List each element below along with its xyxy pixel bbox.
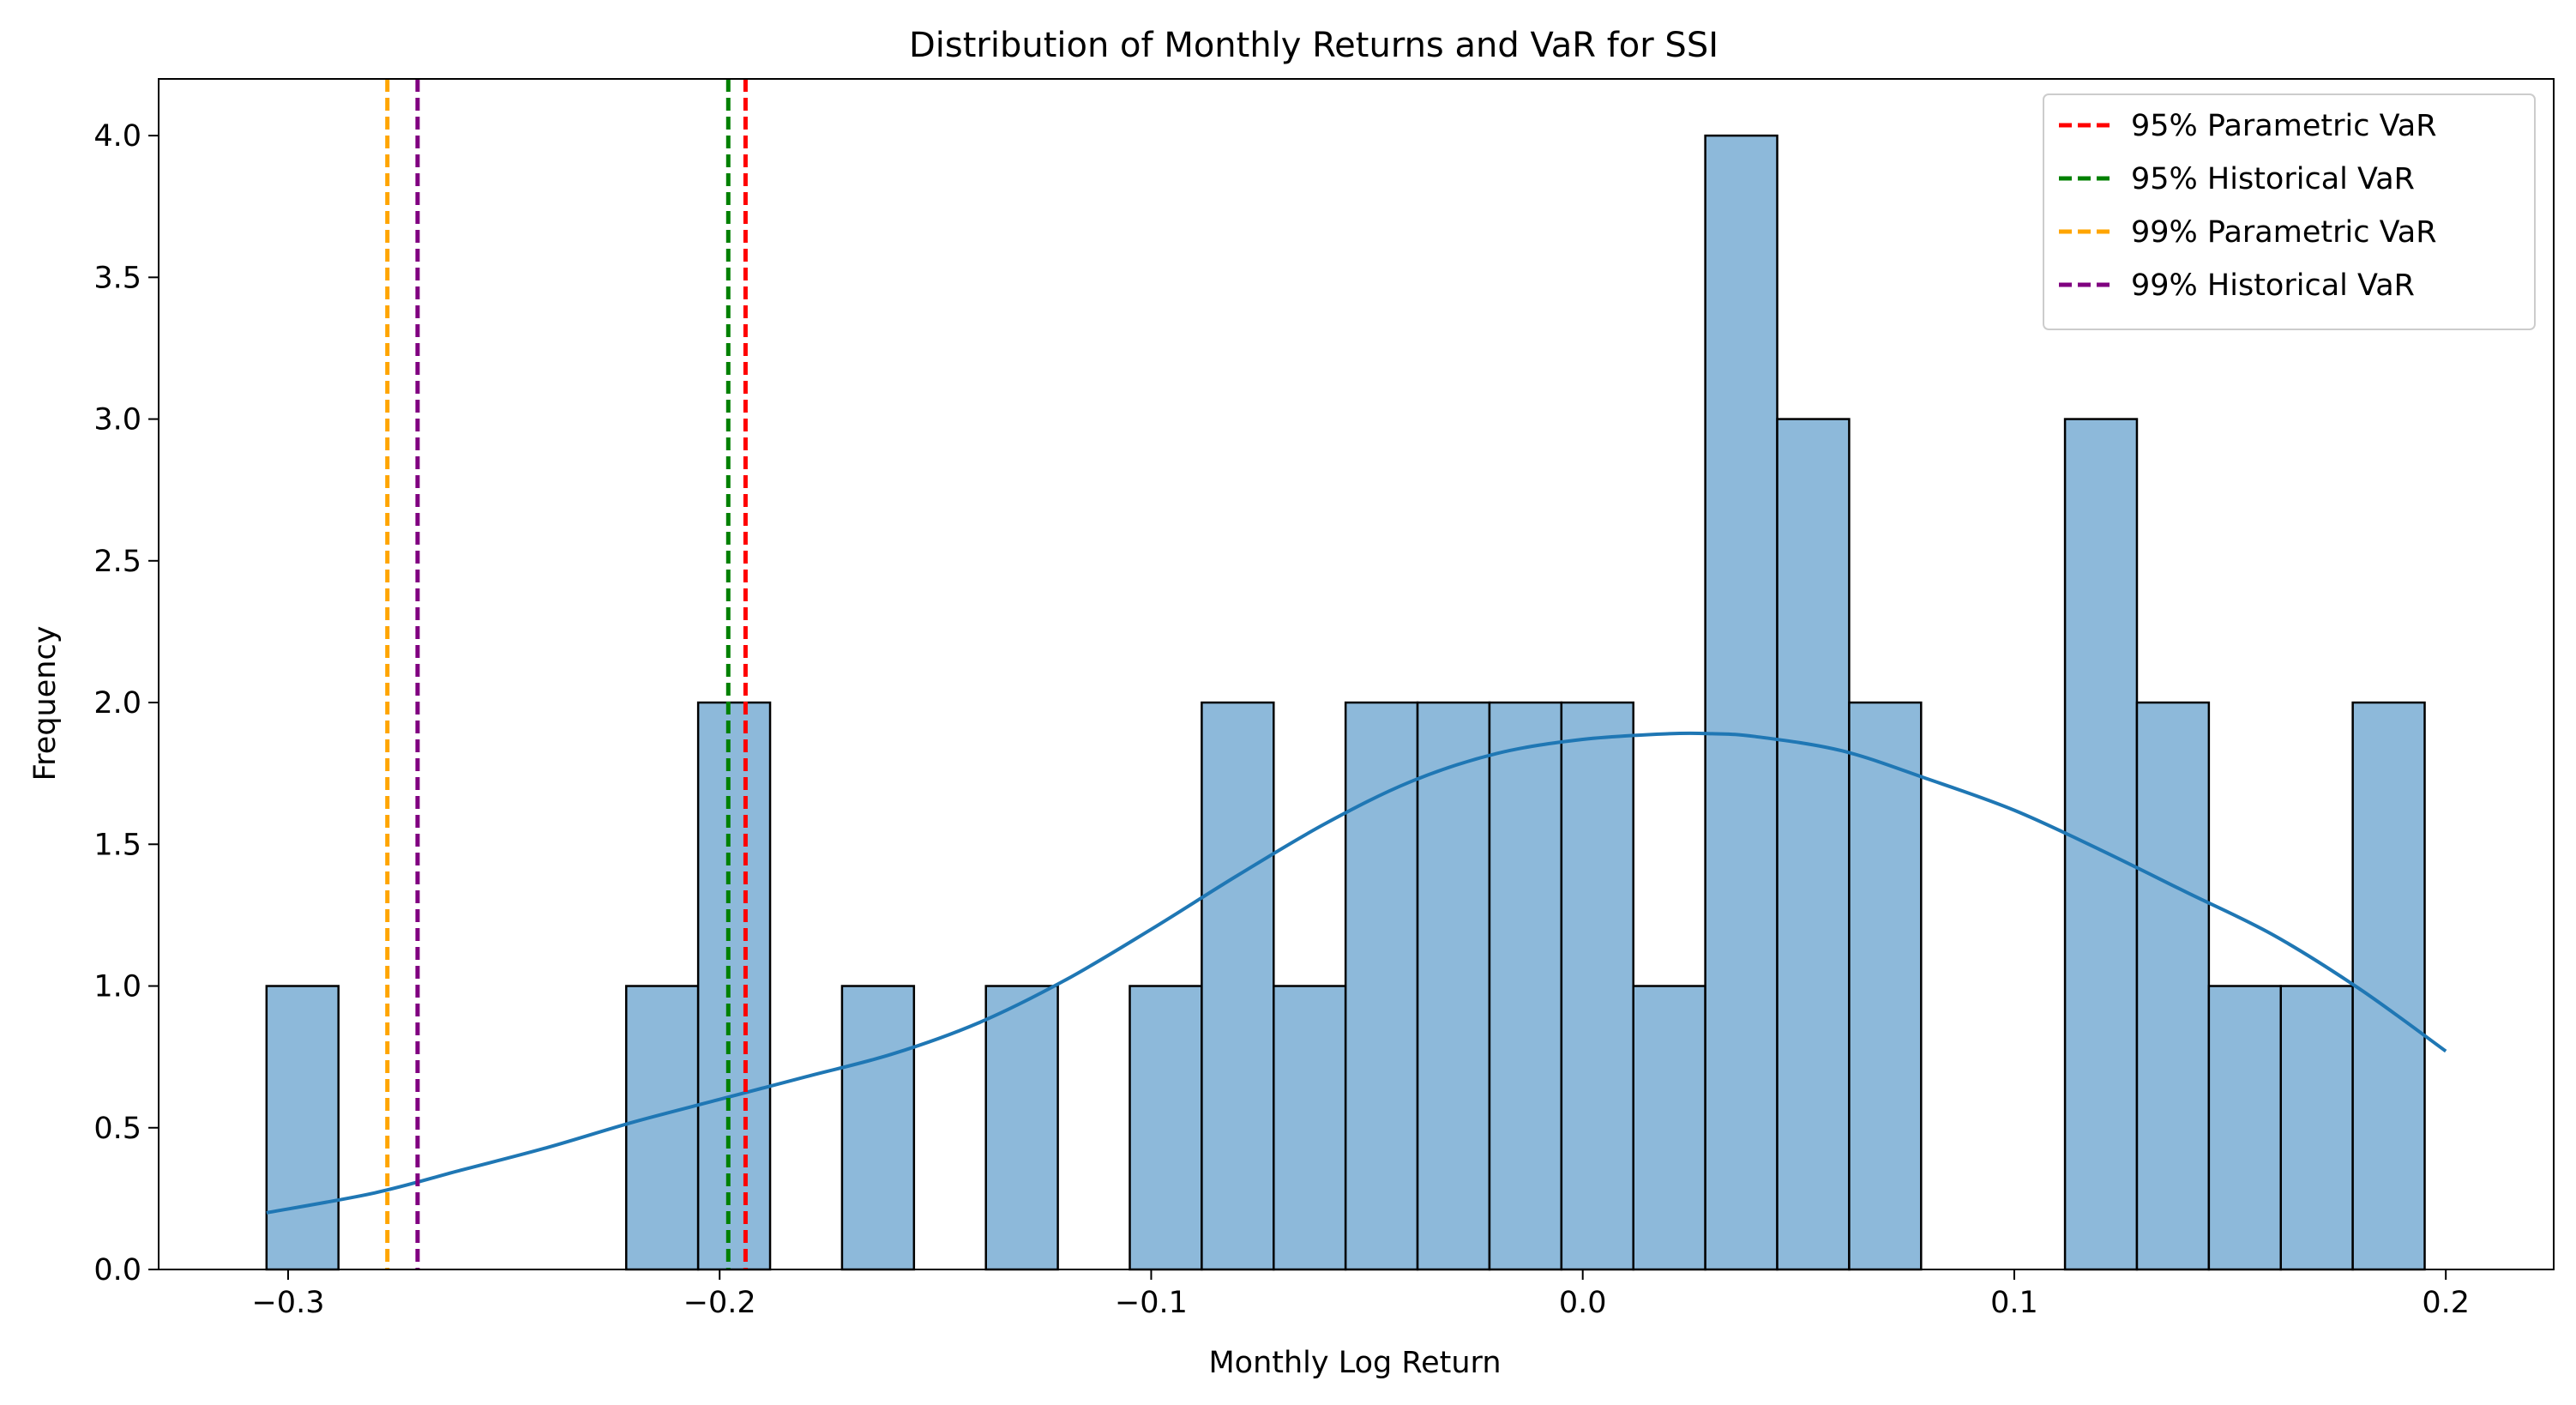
y-tick-label: 3.5 — [93, 261, 141, 295]
histogram-bar — [1344, 701, 1419, 1271]
chart-title: Distribution of Monthly Returns and VaR … — [909, 26, 1718, 65]
y-tick-label: 3.0 — [93, 403, 141, 437]
y-tick-label: 2.0 — [93, 686, 141, 721]
histogram-bar — [1560, 701, 1634, 1271]
histogram-bar — [2135, 701, 2211, 1271]
histogram-bar — [2279, 985, 2354, 1271]
histogram-bars — [265, 134, 2426, 1271]
histogram-bar — [984, 985, 1059, 1271]
plot-frame — [158, 78, 2555, 1270]
y-axis: 0.0 0.5 1.0 1.5 2.0 2.5 3.0 3.5 4.0 — [93, 119, 159, 1287]
legend-label: 95% Parametric VaR — [2131, 109, 2437, 143]
legend: 95% Parametric VaR 95% Historical VaR 99% … — [2043, 93, 2536, 330]
y-tick-label: 1.0 — [93, 970, 141, 1004]
histogram-bar — [1704, 134, 1779, 1271]
x-axis: −0.3 −0.2 −0.1 0.0 0.1 0.2 — [251, 1269, 2470, 1320]
y-tick-label: 1.5 — [93, 828, 141, 862]
y-tick-label: 2.5 — [93, 545, 141, 579]
x-tick-label: −0.2 — [683, 1286, 756, 1320]
histogram-bar — [1632, 985, 1706, 1271]
x-axis-label: Monthly Log Return — [1208, 1346, 1501, 1380]
histogram-bar — [1201, 701, 1275, 1271]
histogram-bar — [2063, 418, 2139, 1271]
x-tick-label: 0.1 — [1990, 1286, 2038, 1320]
legend-label: 95% Historical VaR — [2131, 162, 2415, 196]
legend-box — [2043, 93, 2536, 330]
kde-line — [266, 731, 2447, 1215]
kde-layer — [266, 731, 2447, 1215]
histogram-bar — [696, 701, 772, 1271]
y-tick-label: 0.5 — [93, 1112, 141, 1146]
plot-area: −0.3 −0.2 −0.1 0.0 0.1 0.2 0.0 0.5 1.0 1.5 2.0 2.5… — [93, 78, 2555, 1320]
y-tick-label: 0.0 — [93, 1253, 141, 1287]
histogram-bar — [1848, 701, 1923, 1271]
histogram-bar — [2207, 985, 2283, 1271]
legend-label: 99% Parametric VaR — [2131, 215, 2437, 250]
histogram-bar — [1129, 985, 1203, 1271]
x-tick-label: −0.1 — [1115, 1286, 1188, 1320]
x-tick-label: 0.0 — [1559, 1286, 1607, 1320]
histogram-bar — [265, 985, 340, 1271]
histogram-bar — [2351, 701, 2426, 1271]
y-axis-label: Frequency — [28, 626, 63, 781]
histogram-bar — [840, 985, 916, 1271]
histogram-bar — [625, 985, 700, 1271]
var-lines — [385, 79, 748, 1269]
x-tick-label: 0.2 — [2422, 1286, 2470, 1320]
histogram-bar — [1776, 418, 1851, 1271]
y-tick-label: 4.0 — [93, 119, 141, 154]
histogram-bar — [1273, 985, 1347, 1271]
legend-label: 99% Historical VaR — [2131, 268, 2415, 303]
histogram-bar — [1416, 701, 1491, 1271]
x-tick-label: −0.3 — [251, 1286, 324, 1320]
histogram-bar — [1488, 701, 1563, 1271]
